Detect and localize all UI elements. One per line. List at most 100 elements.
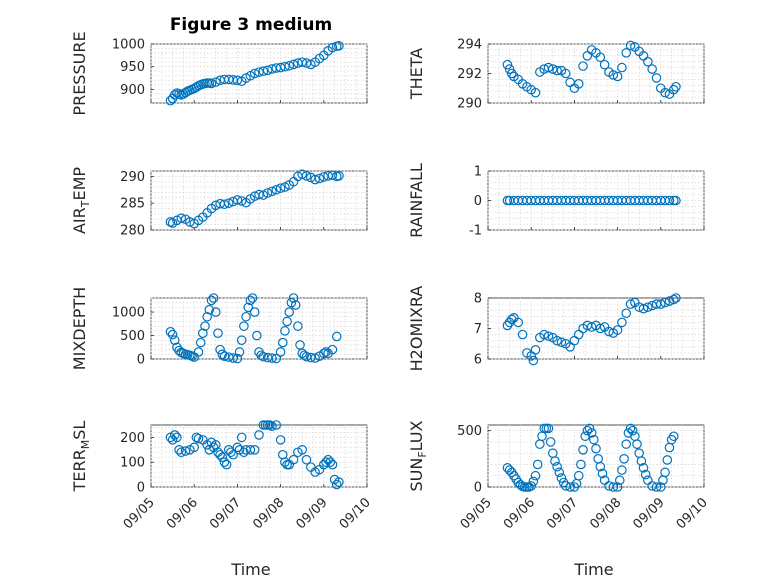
data-point xyxy=(284,60,295,71)
data-point xyxy=(299,350,310,361)
data-point xyxy=(176,447,187,458)
data-point xyxy=(595,52,606,63)
y-tick-label: 0 xyxy=(137,353,145,368)
data-point xyxy=(552,461,562,472)
data-point xyxy=(301,171,312,181)
data-point xyxy=(671,293,681,303)
data-point xyxy=(297,57,307,67)
data-point xyxy=(573,470,584,481)
subplot-rainfall: -1 0 1 RAINFALL xyxy=(407,163,705,239)
data-point xyxy=(578,444,588,455)
data-point xyxy=(200,321,210,331)
data-point xyxy=(528,355,539,366)
y-tick-label: 100 xyxy=(120,456,145,471)
x-tick-label: 09/10 xyxy=(674,495,711,532)
data-point xyxy=(215,344,225,355)
y-axis-label: TERRMSL xyxy=(70,421,92,493)
data-point xyxy=(172,432,182,443)
data-point xyxy=(576,459,586,470)
data-point xyxy=(321,347,331,357)
data-point xyxy=(234,347,245,357)
y-axis-label: H2OMIXRA xyxy=(407,286,426,372)
data-point xyxy=(617,62,627,73)
data-point xyxy=(217,452,228,463)
data-point xyxy=(213,328,223,338)
data-point xyxy=(513,317,524,328)
y-tick-label: 1000 xyxy=(112,306,145,321)
data-point xyxy=(532,459,543,470)
data-point xyxy=(655,482,666,492)
y-tick-label: 280 xyxy=(120,224,145,239)
data-point xyxy=(297,444,307,455)
data-point xyxy=(226,447,236,458)
data-point xyxy=(195,337,206,348)
data-point xyxy=(612,71,623,82)
subplot-pressure: 900 950 1000 PRESSURE xyxy=(70,31,368,116)
x-tick-label: 09/07 xyxy=(544,495,581,532)
data-point xyxy=(614,475,625,486)
x-tick-label: 09/09 xyxy=(294,495,331,532)
data-point xyxy=(236,335,247,346)
data-point xyxy=(243,302,253,313)
data-point xyxy=(245,295,256,306)
y-axis-label: AIRTEMP xyxy=(70,167,92,234)
data-point xyxy=(617,465,627,475)
data-point xyxy=(204,304,215,315)
data-point xyxy=(280,326,290,336)
data-point xyxy=(282,316,292,327)
data-point xyxy=(262,188,273,198)
data-point xyxy=(239,447,249,458)
subplot-air-temp: 280 285 290 AIRTEMP xyxy=(70,167,368,239)
data-point xyxy=(247,293,258,303)
data-point xyxy=(651,73,662,83)
data-point xyxy=(543,62,554,73)
data-point xyxy=(643,302,653,312)
data-point xyxy=(668,84,679,95)
data-point xyxy=(271,420,282,430)
y-axis-label: PRESSURE xyxy=(70,31,89,115)
data-point xyxy=(636,456,647,466)
data-point xyxy=(643,56,653,67)
data-point xyxy=(647,64,657,74)
data-point xyxy=(262,65,273,76)
data-point xyxy=(275,183,286,193)
data-point xyxy=(267,353,277,363)
y-tick-label: 0 xyxy=(137,481,145,496)
x-tick-label: 09/10 xyxy=(337,495,374,532)
data-point xyxy=(671,195,681,206)
y-tick-label: 6 xyxy=(474,353,482,368)
y-axis-label: SUNFLUX xyxy=(407,420,429,491)
data-point xyxy=(573,79,584,89)
data-point xyxy=(288,59,299,70)
data-point xyxy=(236,432,247,443)
y-tick-label: 290 xyxy=(120,170,145,185)
data-point xyxy=(325,457,336,467)
data-point xyxy=(668,294,679,305)
y-tick-label: 0 xyxy=(474,481,482,496)
data-point xyxy=(271,184,282,195)
y-tick-label: 900 xyxy=(120,83,145,98)
data-point xyxy=(169,335,180,346)
data-point xyxy=(528,476,539,487)
data-point xyxy=(550,456,560,466)
y-tick-label: 200 xyxy=(120,431,145,446)
subplot-h2omixra: 6 7 8 H2OMIXRA xyxy=(407,286,705,372)
data-point xyxy=(327,344,338,355)
data-point xyxy=(310,353,320,363)
data-point xyxy=(638,463,649,473)
data-point xyxy=(327,170,338,181)
y-tick-label: 292 xyxy=(457,67,482,82)
data-point xyxy=(249,307,260,317)
data-point xyxy=(331,479,342,490)
data-point xyxy=(619,454,629,464)
data-point xyxy=(539,329,549,340)
data-point xyxy=(526,481,536,491)
x-tick-label: 09/05 xyxy=(121,495,158,532)
y-tick-label: 1 xyxy=(474,165,482,180)
data-point xyxy=(612,482,623,492)
data-point xyxy=(193,347,204,357)
data-point xyxy=(321,457,331,467)
data-point xyxy=(599,59,610,70)
data-point xyxy=(608,482,619,492)
